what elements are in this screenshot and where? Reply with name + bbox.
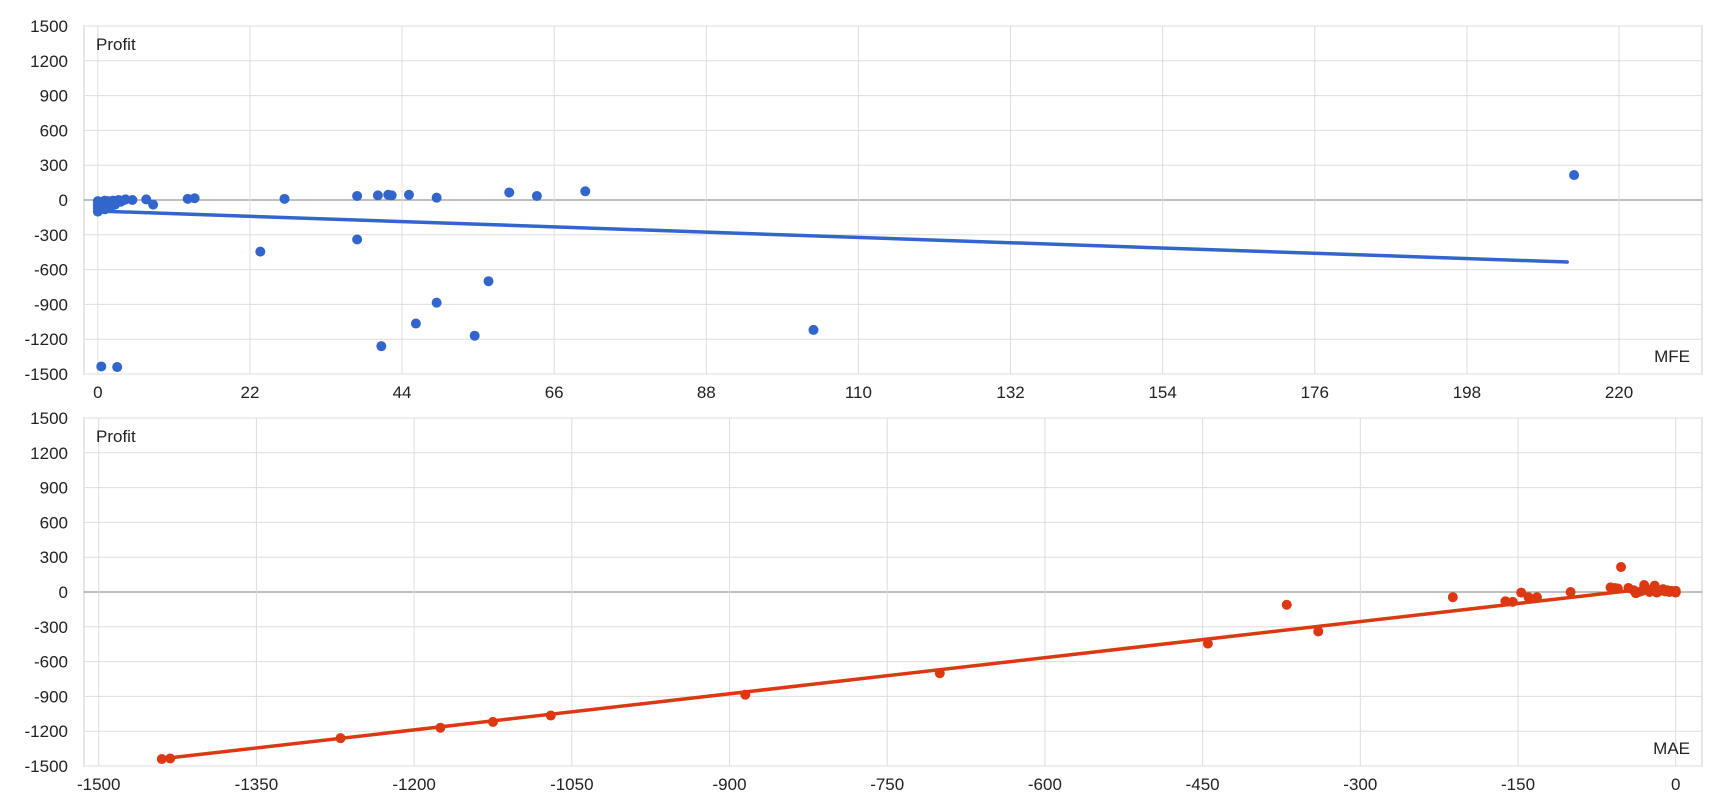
trendline <box>96 209 1569 264</box>
data-point <box>189 193 200 204</box>
y-tick-label: 900 <box>40 87 68 106</box>
y-tick-label: -1500 <box>25 365 68 384</box>
data-point <box>1202 638 1213 649</box>
data-point <box>1565 587 1576 597</box>
data-point <box>580 186 591 197</box>
y-tick-label: 1500 <box>30 409 68 428</box>
data-point <box>1523 592 1534 603</box>
x-tick-label: 132 <box>996 383 1024 402</box>
x-tick-label: -450 <box>1186 775 1220 794</box>
data-point <box>431 297 442 308</box>
x-tick-label: -1500 <box>77 775 120 794</box>
data-point <box>352 234 363 245</box>
x-axis-title: MFE <box>1654 347 1690 366</box>
x-tick-label: 198 <box>1453 383 1481 402</box>
y-tick-label: 1200 <box>30 444 68 463</box>
y-tick-label: 300 <box>40 156 68 175</box>
x-tick-label: -1050 <box>550 775 593 794</box>
data-point <box>255 246 266 257</box>
x-tick-label: 220 <box>1605 383 1633 402</box>
y-tick-label: -1200 <box>25 722 68 741</box>
data-point <box>1670 587 1681 598</box>
x-tick-label: -150 <box>1501 775 1535 794</box>
x-tick-label: -300 <box>1343 775 1377 794</box>
x-tick-label: -900 <box>713 775 747 794</box>
x-axis-title: MAE <box>1653 739 1690 758</box>
y-tick-label: 300 <box>40 548 68 567</box>
data-point <box>410 318 421 329</box>
x-tick-label: 0 <box>1671 775 1680 794</box>
data-point <box>127 195 138 205</box>
trendline <box>157 589 1631 761</box>
y-tick-label: 0 <box>59 191 68 210</box>
data-point <box>403 189 414 200</box>
data-point <box>372 190 383 201</box>
x-tick-label: 176 <box>1301 383 1329 402</box>
y-axis-title: Profit <box>96 427 136 446</box>
x-tick-label: 22 <box>240 383 259 402</box>
y-tick-label: -600 <box>34 653 68 672</box>
x-tick-label: -750 <box>870 775 904 794</box>
x-tick-label: 110 <box>845 383 872 402</box>
x-tick-label: -1200 <box>392 775 435 794</box>
data-point <box>483 276 494 287</box>
data-point <box>1569 170 1580 181</box>
data-point <box>386 190 397 201</box>
y-tick-label: 600 <box>40 121 68 140</box>
x-tick-label: 66 <box>545 383 564 402</box>
x-tick-label: 154 <box>1148 383 1176 402</box>
data-point <box>352 190 363 201</box>
data-point <box>279 193 290 204</box>
x-tick-label: 0 <box>93 383 102 402</box>
y-tick-label: 0 <box>59 583 68 602</box>
data-point <box>504 187 515 198</box>
data-point <box>141 194 152 205</box>
y-tick-label: -1500 <box>25 757 68 776</box>
data-point <box>469 330 480 341</box>
data-point <box>1616 562 1627 573</box>
data-point <box>1313 626 1324 637</box>
data-point <box>1516 587 1527 598</box>
y-tick-label: -900 <box>34 295 68 314</box>
data-point <box>808 324 819 335</box>
data-point <box>431 192 442 203</box>
x-tick-label: 88 <box>697 383 716 402</box>
data-point <box>96 361 107 372</box>
data-point <box>531 190 542 201</box>
y-tick-label: 1200 <box>30 52 68 71</box>
data-point <box>1447 592 1458 603</box>
y-tick-label: 900 <box>40 479 68 498</box>
y-axis-title: Profit <box>96 35 136 54</box>
data-point <box>112 362 123 373</box>
data-point <box>1281 599 1292 610</box>
y-tick-label: -300 <box>34 226 68 245</box>
y-tick-label: -1200 <box>25 330 68 349</box>
x-tick-label: -1350 <box>235 775 278 794</box>
data-point <box>376 341 387 352</box>
y-tick-label: -300 <box>34 618 68 637</box>
y-tick-label: 600 <box>40 513 68 532</box>
data-point <box>148 199 159 210</box>
y-tick-label: -600 <box>34 261 68 280</box>
y-tick-label: -900 <box>34 687 68 706</box>
x-tick-label: 44 <box>393 383 412 402</box>
x-tick-label: -600 <box>1028 775 1062 794</box>
y-tick-label: 1500 <box>30 17 68 36</box>
